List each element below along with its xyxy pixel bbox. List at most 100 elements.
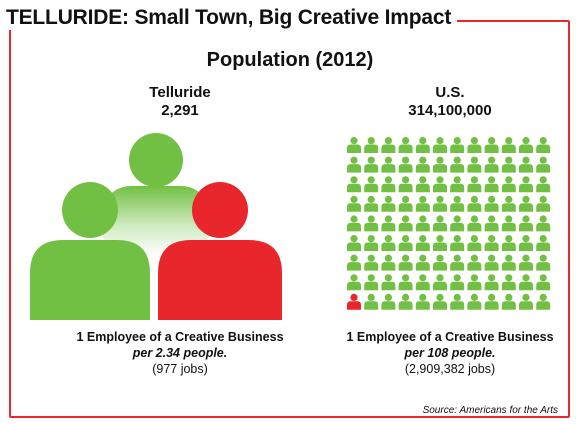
person-icon — [398, 235, 413, 251]
telluride-caption-line1: 1 Employee of a Creative Business — [76, 330, 284, 344]
person-icon — [398, 293, 413, 310]
us-population: 314,100,000 — [408, 102, 492, 119]
person-icon — [381, 254, 396, 271]
person-icon — [381, 176, 396, 193]
person-icon — [536, 274, 551, 291]
person-icon — [467, 156, 482, 173]
person-icon — [536, 293, 551, 310]
person-icon — [536, 254, 551, 271]
person-icon — [484, 293, 499, 310]
person-icon — [398, 254, 413, 271]
person-icon — [467, 254, 482, 271]
person-icon — [467, 274, 482, 291]
person-icon — [415, 137, 430, 153]
person-icon — [415, 215, 430, 232]
us-caption-line2: per 108 people. — [404, 346, 496, 360]
person-icon — [415, 274, 430, 291]
person-icon — [501, 235, 516, 251]
telluride-caption-line3: (977 jobs) — [152, 362, 208, 376]
person-icon — [347, 156, 361, 173]
person-icon — [433, 137, 447, 153]
person-icon — [364, 156, 379, 173]
person-icon — [484, 137, 499, 153]
person-icon — [381, 215, 396, 232]
person-icon — [347, 195, 361, 212]
person-icon — [364, 254, 379, 271]
person-icon — [519, 156, 533, 173]
person-icon — [501, 254, 516, 271]
person-icon — [484, 235, 499, 251]
person-icon — [347, 235, 361, 251]
person-icon — [415, 254, 430, 271]
person-icon — [501, 195, 516, 212]
us-header: U.S. 314,100,000 — [370, 84, 530, 120]
source-note: Source: Americans for the Arts — [422, 405, 558, 416]
person-icon — [364, 195, 379, 212]
person-icon — [536, 156, 551, 173]
telluride-label: Telluride — [149, 84, 211, 101]
person-icon-back — [101, 133, 211, 256]
person-icon — [501, 215, 516, 232]
person-icon — [484, 195, 499, 212]
person-icon — [501, 293, 516, 310]
person-icon — [433, 274, 447, 291]
person-icon — [364, 293, 379, 310]
person-icon — [433, 215, 447, 232]
page-title: TELLURIDE: Small Town, Big Creative Impa… — [4, 6, 458, 30]
person-icon — [381, 137, 396, 153]
person-icon — [536, 215, 551, 232]
person-icon — [501, 137, 516, 153]
person-icon — [398, 274, 413, 291]
us-caption: 1 Employee of a Creative Business per 10… — [300, 329, 580, 377]
person-icon — [450, 235, 465, 251]
us-label: U.S. — [435, 84, 465, 101]
person-icon — [433, 235, 447, 251]
person-icon — [519, 235, 533, 251]
telluride-pictogram — [30, 133, 282, 320]
telluride-caption: 1 Employee of a Creative Business per 2.… — [20, 329, 340, 377]
person-icon — [484, 274, 499, 291]
person-icon — [484, 176, 499, 193]
person-icon — [347, 274, 361, 291]
person-icon — [347, 176, 361, 193]
person-icon — [433, 195, 447, 212]
telluride-header: Telluride 2,291 — [95, 84, 265, 120]
person-icon — [381, 235, 396, 251]
person-icon — [398, 176, 413, 193]
us-pictogram-grid — [347, 137, 551, 310]
person-icon — [381, 274, 396, 291]
person-icon — [501, 274, 516, 291]
us-caption-line1: 1 Employee of a Creative Business — [346, 330, 554, 344]
person-icon — [519, 176, 533, 193]
person-icon — [519, 274, 533, 291]
person-icon — [398, 156, 413, 173]
person-icon — [450, 156, 465, 173]
person-icon — [519, 254, 533, 271]
person-icon — [501, 176, 516, 193]
person-icon — [364, 137, 379, 153]
person-icon — [364, 176, 379, 193]
person-icon — [450, 137, 465, 153]
person-icon — [433, 176, 447, 193]
person-icon — [467, 235, 482, 251]
person-icon — [450, 195, 465, 212]
person-icon — [519, 293, 533, 310]
person-icon — [467, 137, 482, 153]
person-icon-highlighted — [347, 293, 361, 310]
person-icon — [381, 195, 396, 212]
chart-subtitle: Population (2012) — [206, 49, 374, 71]
person-icon — [536, 137, 551, 153]
person-icon — [450, 176, 465, 193]
person-icon — [484, 215, 499, 232]
person-icon — [519, 215, 533, 232]
telluride-caption-line2: per 2.34 people. — [132, 346, 228, 360]
person-icon — [398, 215, 413, 232]
person-icon — [536, 176, 551, 193]
person-icon — [467, 293, 482, 310]
person-icon — [364, 235, 379, 251]
person-icon — [347, 215, 361, 232]
person-icon-left — [30, 182, 150, 320]
telluride-population: 2,291 — [161, 102, 199, 119]
person-icon — [381, 156, 396, 173]
person-icon — [347, 137, 361, 153]
